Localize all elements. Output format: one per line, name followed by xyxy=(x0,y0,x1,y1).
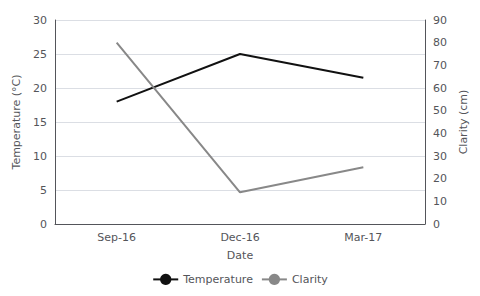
svg-text:Sep-16: Sep-16 xyxy=(97,231,136,244)
svg-text:Temperature (°C): Temperature (°C) xyxy=(10,75,23,171)
svg-text:Clarity (cm): Clarity (cm) xyxy=(457,90,470,155)
svg-text:Dec-16: Dec-16 xyxy=(220,231,259,244)
svg-text:Clarity: Clarity xyxy=(292,273,328,286)
svg-text:5: 5 xyxy=(40,184,47,197)
svg-text:0: 0 xyxy=(40,218,47,231)
svg-text:15: 15 xyxy=(33,116,47,129)
svg-text:10: 10 xyxy=(433,195,447,208)
svg-text:50: 50 xyxy=(433,104,447,117)
svg-text:20: 20 xyxy=(433,172,447,185)
svg-text:30: 30 xyxy=(33,14,47,27)
svg-text:30: 30 xyxy=(433,150,447,163)
svg-text:0: 0 xyxy=(433,218,440,231)
svg-text:40: 40 xyxy=(433,127,447,140)
svg-text:90: 90 xyxy=(433,14,447,27)
svg-text:Temperature: Temperature xyxy=(182,273,253,286)
svg-text:Mar-17: Mar-17 xyxy=(344,231,382,244)
svg-text:25: 25 xyxy=(33,48,47,61)
svg-text:10: 10 xyxy=(33,150,47,163)
svg-text:20: 20 xyxy=(33,82,47,95)
svg-text:Date: Date xyxy=(227,249,254,262)
svg-text:70: 70 xyxy=(433,59,447,72)
svg-text:80: 80 xyxy=(433,36,447,49)
svg-text:60: 60 xyxy=(433,82,447,95)
